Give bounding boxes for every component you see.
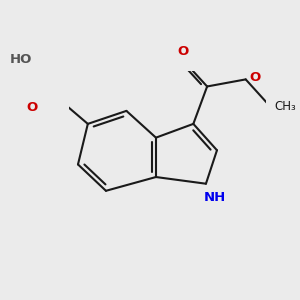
Text: CH₃: CH₃ [274,100,296,113]
Text: NH: NH [203,191,226,204]
Text: HO: HO [10,53,32,66]
Text: O: O [250,71,261,84]
Text: O: O [27,101,38,114]
Text: O: O [178,45,189,58]
